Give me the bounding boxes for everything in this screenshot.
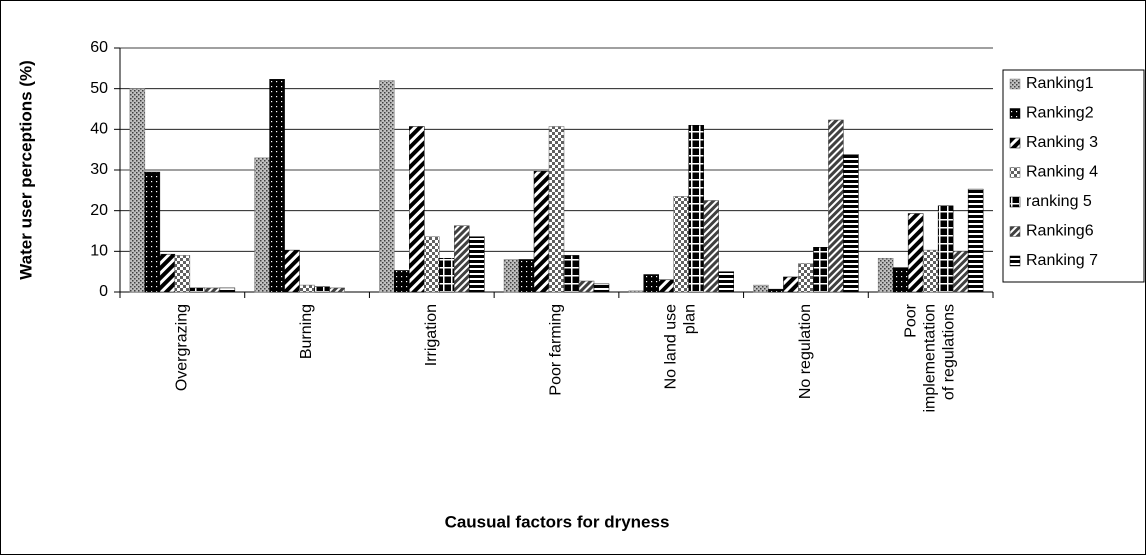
bar bbox=[454, 225, 470, 293]
legend bbox=[1002, 69, 1145, 283]
y-tick-label: 0 bbox=[99, 283, 108, 300]
x-tick-label: No regulation bbox=[797, 304, 814, 399]
bar bbox=[284, 249, 300, 293]
bar bbox=[673, 196, 689, 293]
bar bbox=[658, 279, 674, 293]
legend-swatch bbox=[1009, 137, 1021, 149]
bar bbox=[843, 154, 859, 293]
bar bbox=[409, 126, 425, 293]
x-tick-label: Poor farming bbox=[548, 304, 565, 396]
bar bbox=[548, 126, 565, 293]
bar bbox=[937, 205, 954, 293]
bar bbox=[129, 88, 146, 293]
bar bbox=[563, 255, 580, 293]
y-tick-label: 50 bbox=[90, 80, 108, 97]
bar bbox=[877, 257, 894, 293]
bar bbox=[503, 259, 520, 293]
bar bbox=[628, 290, 644, 293]
y-axis-label: Water user perceptions (%) bbox=[16, 60, 35, 279]
bar bbox=[922, 249, 939, 293]
x-tick-label: Burning bbox=[298, 304, 315, 359]
bar bbox=[768, 288, 784, 293]
bar bbox=[703, 200, 719, 293]
legend-label: ranking 5 bbox=[1026, 193, 1092, 210]
bar bbox=[144, 171, 161, 293]
bar bbox=[533, 170, 550, 293]
bar bbox=[718, 271, 734, 293]
legend-swatch bbox=[1009, 255, 1021, 267]
bar bbox=[578, 280, 595, 293]
bar bbox=[469, 236, 485, 293]
bar bbox=[269, 79, 285, 293]
x-axis-label: Causual factors for dryness bbox=[445, 512, 670, 531]
bar bbox=[299, 284, 315, 293]
legend-label: Ranking1 bbox=[1026, 75, 1094, 92]
legend-label: Ranking6 bbox=[1026, 223, 1094, 240]
bar bbox=[379, 80, 395, 293]
bar bbox=[329, 287, 345, 293]
legend-swatch bbox=[1009, 167, 1021, 178]
y-tick-label: 40 bbox=[90, 121, 108, 138]
bar bbox=[967, 188, 984, 293]
bar bbox=[518, 259, 535, 293]
legend-swatch bbox=[1009, 108, 1021, 119]
bar bbox=[783, 276, 799, 293]
bar bbox=[688, 125, 704, 293]
bar bbox=[892, 267, 909, 293]
bar bbox=[314, 286, 330, 293]
legend-label: Ranking 7 bbox=[1026, 252, 1098, 269]
bar bbox=[753, 284, 769, 293]
bar bbox=[828, 119, 844, 293]
bar bbox=[159, 253, 176, 293]
x-tick-label: Poor implementation of regulations bbox=[903, 303, 958, 412]
bar bbox=[593, 283, 610, 293]
y-tick-label: 30 bbox=[90, 161, 108, 178]
bar bbox=[394, 270, 410, 293]
bar bbox=[813, 247, 829, 293]
x-tick-label: No land use plan bbox=[663, 304, 699, 389]
legend-swatch bbox=[1009, 226, 1021, 237]
bar bbox=[798, 263, 814, 293]
legend-label: Ranking 4 bbox=[1026, 164, 1098, 181]
y-tick-label: 60 bbox=[90, 39, 108, 56]
y-tick-label: 20 bbox=[90, 202, 108, 219]
legend-swatch bbox=[1009, 196, 1021, 208]
legend-label: Ranking 3 bbox=[1026, 134, 1098, 151]
bar bbox=[254, 157, 270, 293]
legend-label: Ranking2 bbox=[1026, 105, 1094, 122]
bar bbox=[189, 287, 206, 293]
bar bbox=[643, 274, 659, 293]
y-tick-label: 10 bbox=[90, 243, 108, 260]
bar bbox=[174, 255, 191, 293]
bar bbox=[219, 287, 236, 293]
x-tick-label: Overgrazing bbox=[174, 304, 191, 391]
x-tick-label: Irrigation bbox=[423, 304, 440, 366]
bar bbox=[952, 251, 969, 293]
bar bbox=[907, 213, 924, 293]
legend-swatch bbox=[1009, 78, 1021, 90]
bar bbox=[204, 287, 221, 293]
bar bbox=[424, 236, 440, 293]
bar bbox=[439, 257, 455, 293]
